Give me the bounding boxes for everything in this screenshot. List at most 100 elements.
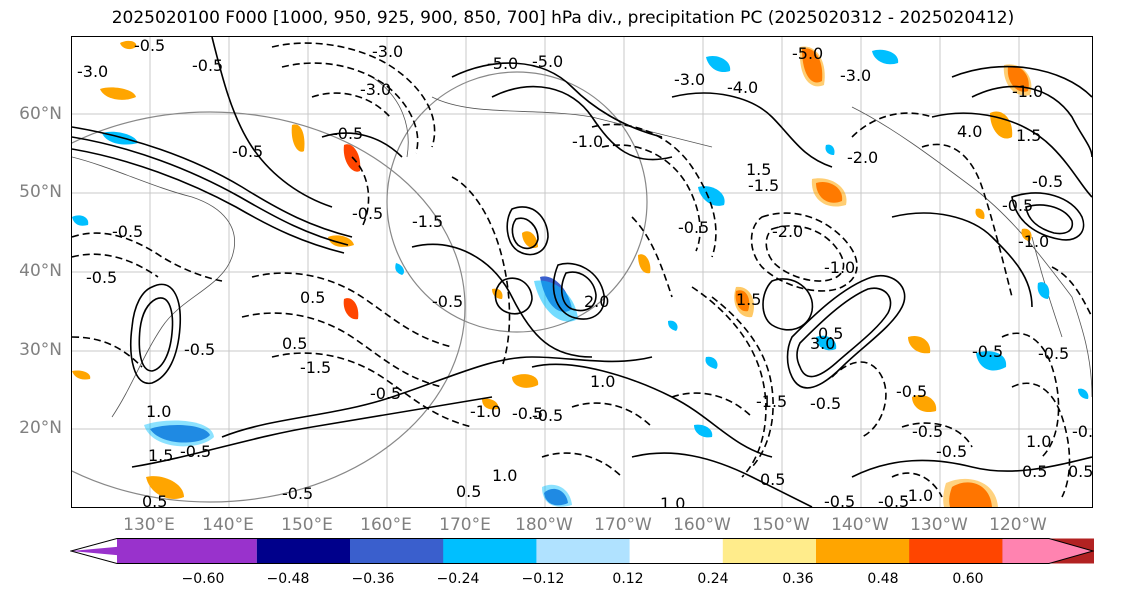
contour-label: -1.0 <box>1018 232 1049 251</box>
reference-circle <box>72 71 648 503</box>
lon-label: 130°W <box>910 515 968 535</box>
contour-label: -1.5 <box>412 212 443 231</box>
positive-contours <box>72 37 1092 507</box>
contour-label: -5.0 <box>792 44 823 63</box>
colorbar-segment <box>722 538 817 564</box>
lon-label: 160°E <box>360 515 412 535</box>
colorbar-segments <box>71 538 1094 564</box>
lat-label: 40°N <box>19 261 62 281</box>
colorbar-tick: −0.48 <box>266 571 310 587</box>
colorbar-tick: −0.24 <box>436 571 480 587</box>
contour-label: -3.0 <box>360 80 391 99</box>
contour-label: 0.5 <box>142 492 167 507</box>
colorbar-segment <box>117 538 257 564</box>
contour-label: -3.0 <box>840 66 871 85</box>
contour-label: -0.5 <box>512 404 543 423</box>
contour-label: 0.5 <box>282 334 307 353</box>
contour-label: 1.0 <box>146 402 171 421</box>
contour-label: 1.0 <box>660 494 685 507</box>
contour-label: -4.0 <box>727 78 758 97</box>
contour-label: 2.0 <box>584 292 609 311</box>
contour-label: -2.0 <box>772 222 803 241</box>
contour-label: -3.0 <box>372 42 403 61</box>
contour-label: 1.0 <box>492 466 517 485</box>
contour-label: -0.5 <box>86 268 117 287</box>
colorbar-tick: −0.12 <box>521 571 565 587</box>
lon-label: 160°W <box>673 515 731 535</box>
map-canvas: -3.0 -5.0 -5.0 -3.0 -3.0 -4.0 -3.0 -5.0 … <box>72 37 1092 507</box>
colorbar-tick: 0.48 <box>867 571 899 587</box>
lon-label: 150°E <box>281 515 333 535</box>
contour-label: -1.5 <box>756 392 787 411</box>
contour-label: -0.5 <box>352 204 383 223</box>
colorbar-segment <box>350 538 444 564</box>
lat-label: 30°N <box>19 340 62 360</box>
contour-label: 1.5 <box>148 446 173 465</box>
precip-shading <box>72 40 1089 507</box>
lon-label: 170°E <box>439 515 491 535</box>
contour-label: 1.5 <box>1016 126 1041 145</box>
colorbar-segment <box>256 538 351 564</box>
contour-label: -0.5 <box>972 342 1003 361</box>
contour-label: -0.5 <box>678 218 709 237</box>
map-title: 2025020100 F000 [1000, 950, 925, 900, 85… <box>111 8 1015 28</box>
colorbar-segment <box>443 538 537 564</box>
contour-label: -0.5 <box>1002 196 1033 215</box>
contour-label: 1.5 <box>736 290 761 309</box>
contour-label: -0.5 <box>184 340 215 359</box>
contour-label: -0.5 <box>824 492 855 507</box>
contour-label: -0.5 <box>936 442 967 461</box>
lon-label: 120°W <box>989 515 1047 535</box>
contour-label: -0.5 <box>1038 344 1069 363</box>
contour-label: 0.5 <box>760 470 785 489</box>
contour-label: -0.5 <box>180 442 211 461</box>
contour-label: -1.5 <box>748 176 779 195</box>
contour-label: -0.5 <box>192 56 223 75</box>
colorbar-tick: −0.60 <box>181 571 225 587</box>
colorbar-tick: 0.12 <box>612 571 644 587</box>
colorbar-tick: 0.36 <box>782 571 814 587</box>
contour-label: -0.5 <box>810 394 841 413</box>
contour-label: 0.5 <box>300 288 325 307</box>
contour-label: -1.0 <box>824 258 855 277</box>
lon-label: 170°W <box>594 515 652 535</box>
colorbar-tick: 0.60 <box>952 571 984 587</box>
contour-label: 0.5 <box>456 482 481 501</box>
contour-label: -0.5 <box>332 124 363 143</box>
colorbar-segment <box>629 538 724 564</box>
colorbar-segment <box>816 538 910 564</box>
contour-label: -3.0 <box>674 70 705 89</box>
lon-label: 180°W <box>515 515 573 535</box>
lon-label: 140°W <box>831 515 889 535</box>
contour-label: -0.5 <box>232 142 263 161</box>
contour-label: 4.0 <box>957 122 982 141</box>
contour-label: -0.5 <box>432 292 463 311</box>
contour-label: -0.5 <box>134 37 165 55</box>
contour-label: 0.5 <box>1068 462 1092 481</box>
contour-label: -5.0 <box>487 54 518 73</box>
negative-contours <box>72 42 1092 498</box>
contour-label: -0.5 <box>370 384 401 403</box>
lat-label: 50°N <box>19 182 62 202</box>
contour-label: 0.5 <box>1022 462 1047 481</box>
colorbar <box>70 538 1094 564</box>
contour-label: -1.0 <box>1012 82 1043 101</box>
contour-label: -0.5 <box>532 406 563 425</box>
contour-label: -0.5 <box>896 382 927 401</box>
contour-label: -0.5 <box>282 484 313 503</box>
contour-label: 1.0 <box>1026 432 1051 451</box>
contour-label: 0.5 <box>818 324 843 343</box>
contour-label: -5.0 <box>532 52 563 71</box>
contour-label: -1.5 <box>300 358 331 377</box>
contour-label: -0.5 <box>1032 172 1063 191</box>
contour-labels: -3.0 -5.0 -5.0 -3.0 -3.0 -4.0 -3.0 -5.0 … <box>77 37 1092 507</box>
contour-label: -0.5 <box>912 422 943 441</box>
lat-label: 60°N <box>19 104 62 124</box>
colorbar-tick: 0.24 <box>697 571 729 587</box>
contour-label: -3.0 <box>77 62 108 81</box>
colorbar-segment <box>536 538 631 564</box>
contour-label: -2.0 <box>847 148 878 167</box>
contour-label: -0.5 <box>1072 422 1092 441</box>
lon-label: 140°E <box>202 515 254 535</box>
contour-label: 3.0 <box>810 334 835 353</box>
